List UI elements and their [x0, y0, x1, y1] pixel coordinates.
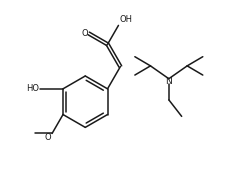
Text: OH: OH — [119, 16, 132, 24]
Text: N: N — [165, 77, 172, 86]
Text: O: O — [45, 132, 51, 142]
Text: O: O — [81, 29, 88, 38]
Text: HO: HO — [26, 84, 39, 93]
